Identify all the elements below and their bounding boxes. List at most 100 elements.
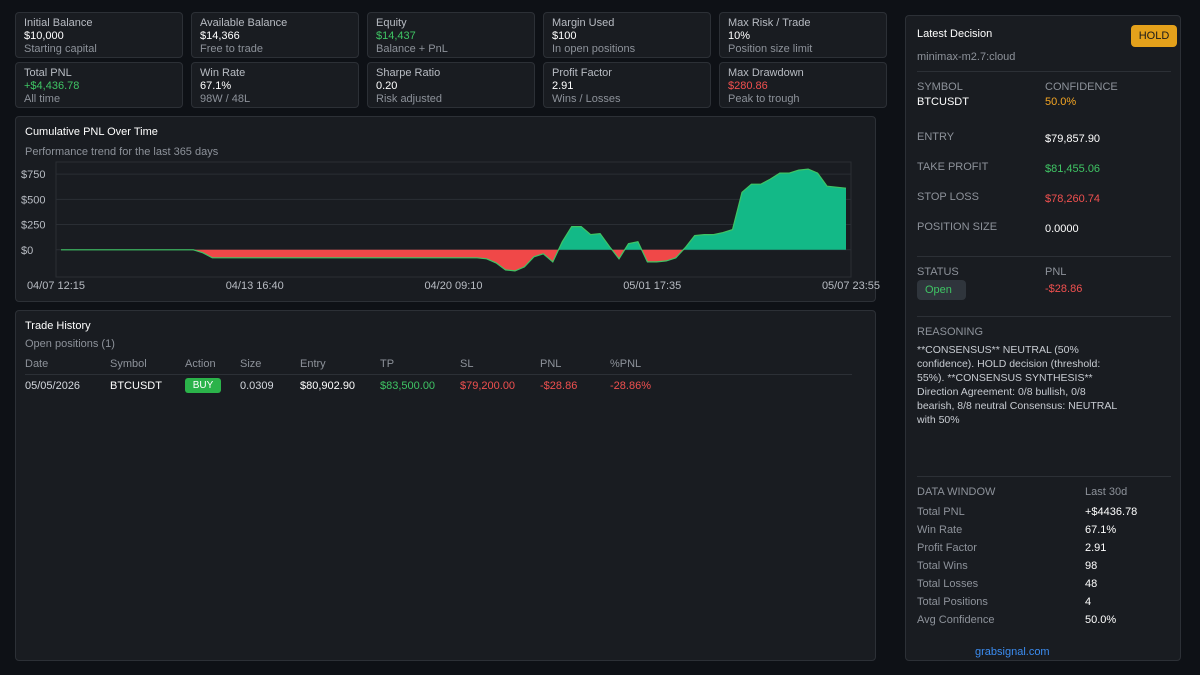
stat-value: $14,366 [200,30,240,42]
cell-pct-pnl: -28.86% [610,380,651,392]
pnl-value: -$28.86 [1045,283,1083,295]
stat-sub: Starting capital [24,43,97,55]
status-badge: Open [917,280,966,300]
window-row-label: Win Rate [917,524,963,536]
divider [917,476,1171,477]
decision-title: Latest Decision [917,28,993,40]
cell-size: 0.0309 [240,380,274,392]
entry-value: $79,857.90 [1045,133,1101,145]
window-row-label: Avg Confidence [917,614,995,626]
stat-label: Sharpe Ratio [376,67,441,79]
stat-card-win-rate: Win Rate 67.1% 98W / 48L [191,62,359,108]
data-window-label: DATA WINDOW [917,486,996,498]
x-tick-label: 04/13 16:40 [226,280,284,292]
stat-card-total-pnl: Total PNL +$4,436.78 All time [15,62,183,108]
stat-card-margin-used: Margin Used $100 In open positions [543,12,711,58]
confidence-value: 50.0% [1045,96,1077,108]
footer-link[interactable]: grabsignal.com [975,646,1050,658]
cell-pnl: -$28.86 [540,380,578,392]
plot-frame [55,161,852,278]
take-profit-value: $81,455.06 [1045,163,1101,175]
area-negative [61,249,846,271]
stat-value: $280.86 [728,80,768,92]
symbol-value: BTCUSDT [917,96,969,108]
stat-sub: Free to trade [200,43,263,55]
latest-decision-panel: Latest Decision HOLD minimax-m2.7:cloud … [905,15,1181,661]
trade-history-card: Trade History Open positions (1) Date Sy… [15,310,876,661]
stat-label: Initial Balance [24,17,93,29]
x-tick-label: 04/20 09:10 [424,280,482,292]
model-name: minimax-m2.7:cloud [917,51,1016,63]
stat-card-max-drawdown: Max Drawdown $280.86 Peak to trough [719,62,887,108]
decision-badge-hold: HOLD [1131,25,1177,47]
x-tick-label: 05/01 17:35 [623,280,681,292]
col-header-action: Action [185,358,216,370]
chart-subtitle: Performance trend for the last 365 days [25,146,219,158]
stat-card-initial-balance: Initial Balance $10,000 Starting capital [15,12,183,58]
divider [917,316,1171,317]
header-divider [25,374,852,375]
cell-sl: $79,200.00 [460,380,516,392]
stat-card-equity: Equity $14,437 Balance + PnL [367,12,535,58]
stat-sub: Position size limit [728,43,813,55]
x-tick-label: 04/07 12:15 [27,280,85,292]
stat-label: Profit Factor [552,67,612,79]
x-tick-label: 05/07 23:55 [822,280,880,292]
window-row-value: 2.91 [1085,542,1107,554]
stat-value: $100 [552,30,577,42]
take-profit-label: TAKE PROFIT [917,161,989,173]
pnl-chart-card: Cumulative PNL Over Time Performance tre… [15,116,880,302]
stat-card-profit-factor: Profit Factor 2.91 Wins / Losses [543,62,711,108]
reasoning-label: REASONING [917,326,984,338]
stat-value: +$4,436.78 [24,80,80,92]
col-header-size: Size [240,358,262,370]
stat-card-max-risk: Max Risk / Trade 10% Position size limit [719,12,887,58]
stop-loss-value: $78,260.74 [1045,193,1101,205]
col-header-symbol: Symbol [110,358,147,370]
series-line [61,168,847,272]
col-header-tp: TP [380,358,395,370]
history-subtitle: Open positions (1) [25,338,115,350]
stat-label: Max Drawdown [728,67,804,79]
cell-tp: $83,500.00 [380,380,436,392]
stat-sub: Peak to trough [728,93,800,105]
y-tick-label: $750 [21,169,45,181]
window-row-value: 67.1% [1085,524,1117,536]
stat-sub: 98W / 48L [200,93,251,105]
stat-label: Available Balance [200,17,288,29]
y-tick-label: $250 [21,220,45,232]
stat-sub: Wins / Losses [552,93,621,105]
window-row-value: 48 [1085,578,1098,590]
position-size-label: POSITION SIZE [917,221,998,233]
window-row-value: 4 [1085,596,1092,608]
history-title: Trade History [25,320,91,332]
pnl-label: PNL [1045,266,1067,278]
col-header-date: Date [25,358,49,370]
stat-value: 10% [728,30,751,42]
stat-label: Equity [376,17,407,29]
col-header-entry: Entry [300,358,326,370]
action-badge-buy: BUY [185,378,221,393]
stat-card-sharpe-ratio: Sharpe Ratio 0.20 Risk adjusted [367,62,535,108]
window-row-label: Profit Factor [917,542,977,554]
entry-label: ENTRY [917,131,955,143]
col-header-pnl: PNL [540,358,562,370]
cell-symbol: BTCUSDT [110,380,162,392]
stat-value: 2.91 [552,80,574,92]
window-row-value: +$4436.78 [1085,506,1138,518]
window-row-value: 50.0% [1085,614,1117,626]
stat-label: Total PNL [24,67,72,79]
stop-loss-label: STOP LOSS [917,191,979,203]
stat-label: Win Rate [200,67,246,79]
col-header-pct-pnl: %PNL [610,358,642,370]
stat-label: Max Risk / Trade [728,17,811,29]
pnl-chart: $750 $500 $250 $0 04/07 12:15 04/13 16:40 04/2… [21,161,880,292]
symbol-label: SYMBOL [917,81,963,93]
stat-sub: All time [24,93,61,105]
stat-value: $14,437 [376,30,416,42]
divider [917,256,1171,257]
stat-sub: In open positions [552,43,636,55]
reasoning-text: **CONSENSUS** NEUTRAL (50% confidence). … [917,344,1117,426]
stat-sub: Risk adjusted [376,93,443,105]
confidence-label: CONFIDENCE [1045,81,1118,93]
